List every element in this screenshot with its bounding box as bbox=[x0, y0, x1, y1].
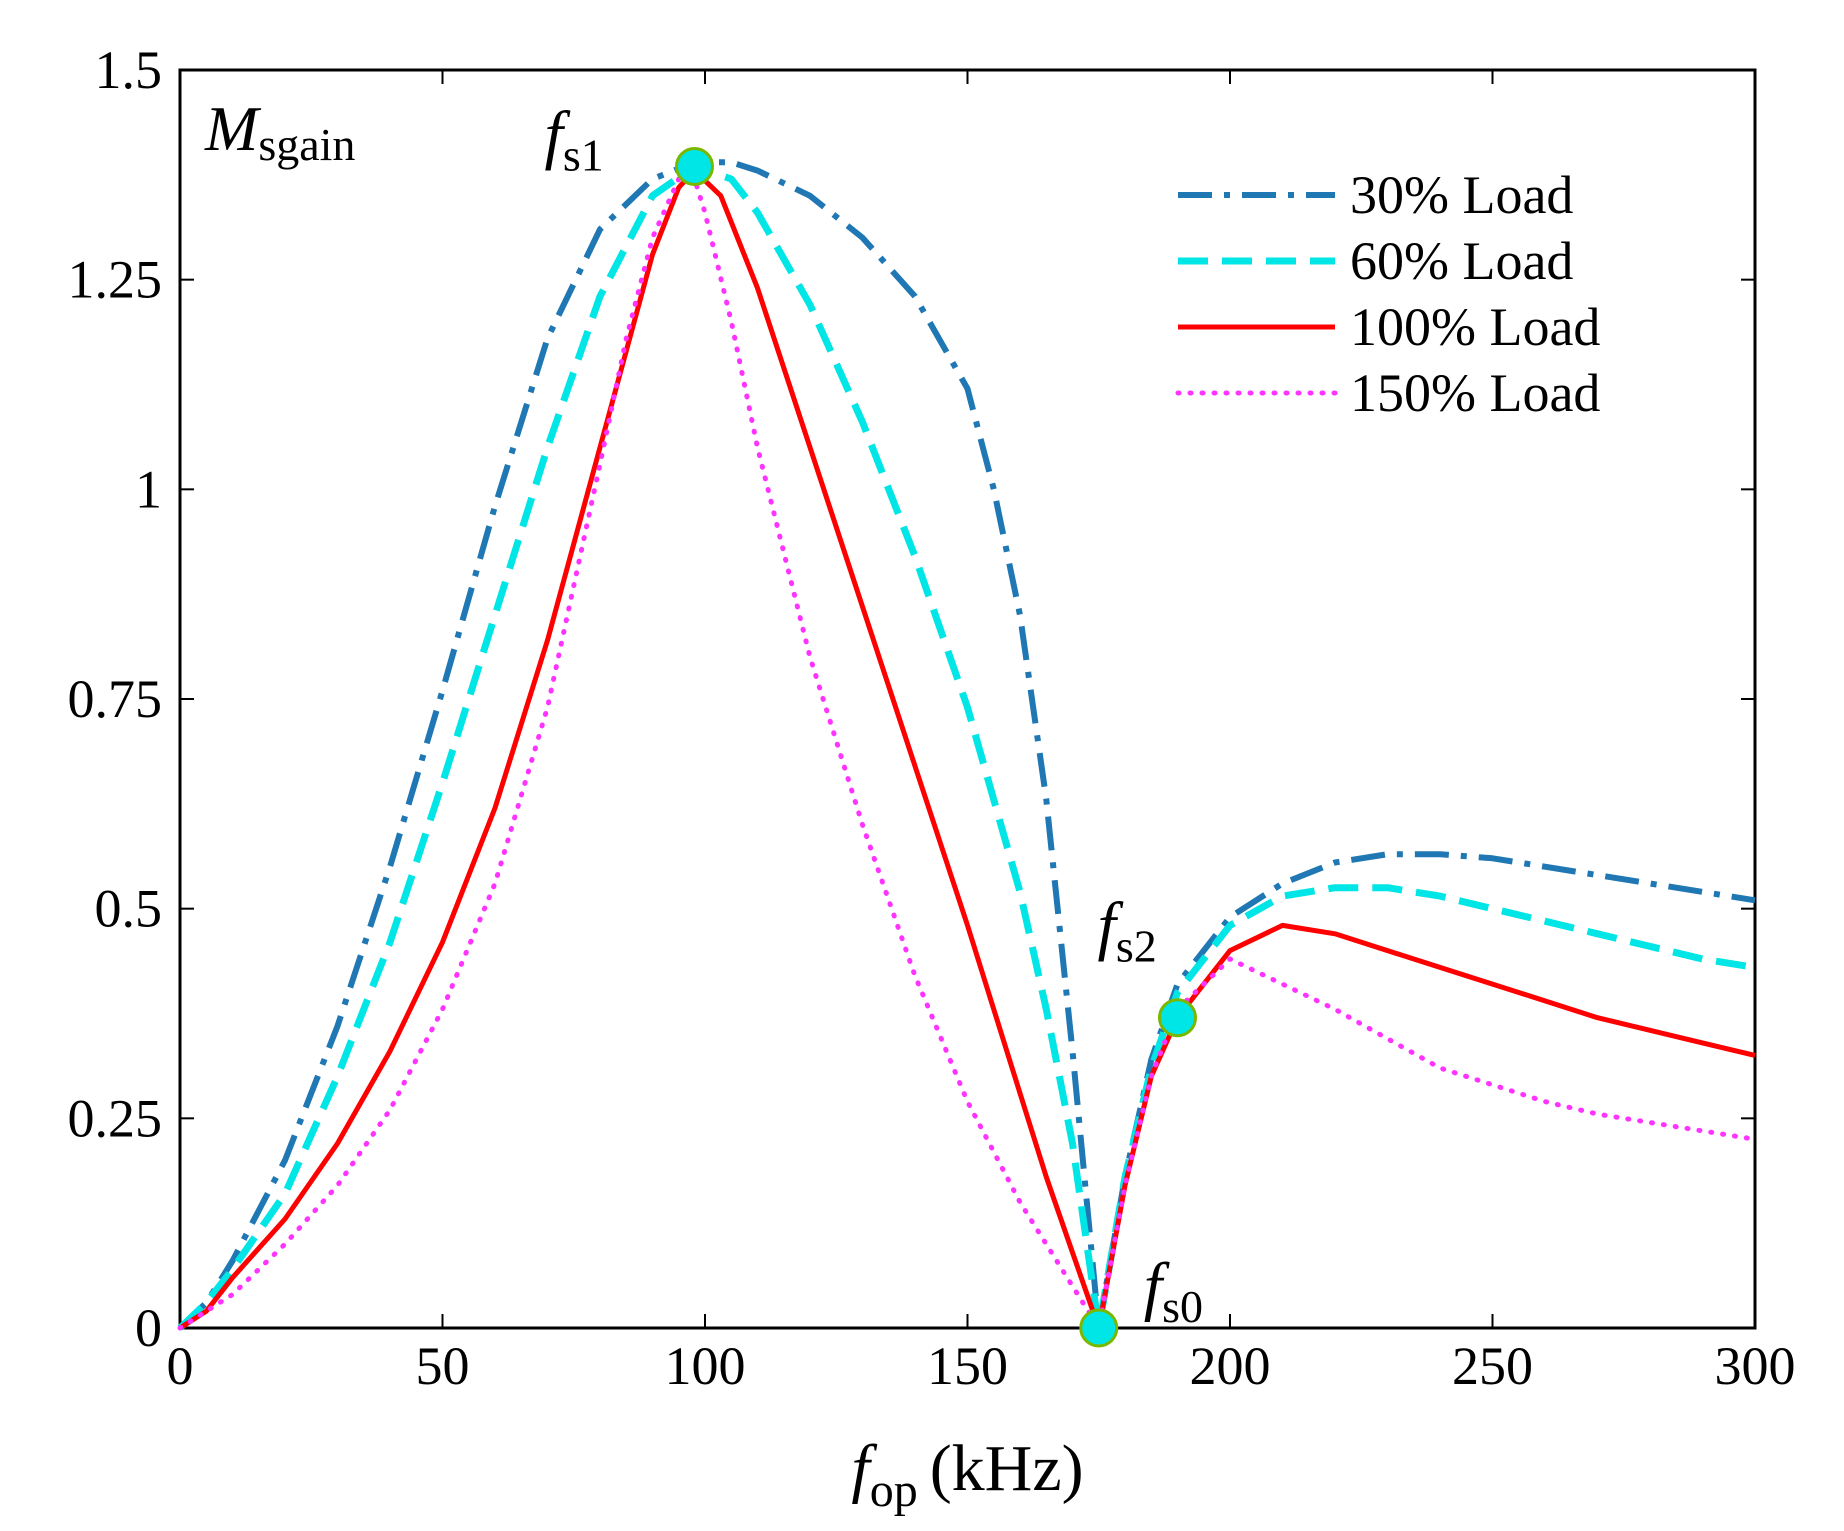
y-tick-label: 0.75 bbox=[68, 669, 163, 729]
annotation-fs0: fs0 bbox=[1144, 1250, 1203, 1332]
series-line-30-load bbox=[177, 159, 1756, 1331]
legend-label: 150% Load bbox=[1350, 363, 1600, 423]
x-tick-label: 50 bbox=[416, 1336, 470, 1396]
x-tick-label: 200 bbox=[1190, 1336, 1271, 1396]
y-tick-label: 0.25 bbox=[68, 1088, 163, 1148]
y-tick-label: 1.25 bbox=[68, 250, 163, 310]
x-tick-label: 0 bbox=[167, 1336, 194, 1396]
x-tick-label: 250 bbox=[1452, 1336, 1533, 1396]
markers bbox=[675, 146, 1197, 1348]
x-tick-label: 300 bbox=[1715, 1336, 1796, 1396]
x-axis-title-unit: (kHz) bbox=[930, 1432, 1084, 1505]
y-ticks: 0 0.25 0.5 0.75 1 1.25 1.5 bbox=[68, 40, 1755, 1358]
annotations: fs1 fs2 fs0 bbox=[545, 98, 1204, 1332]
y-axis-title-main: M bbox=[204, 93, 262, 164]
marker-fs1 bbox=[675, 146, 714, 186]
x-axis-title: fop (kHz) bbox=[851, 1432, 1083, 1517]
x-axis-title-sub: op bbox=[870, 1464, 918, 1517]
legend-label: 60% Load bbox=[1350, 231, 1573, 291]
series-line-60-load bbox=[177, 162, 1756, 1332]
annotation-fs2: fs2 bbox=[1098, 890, 1157, 972]
y-tick-label: 1 bbox=[135, 459, 162, 519]
marker-fs0 bbox=[1079, 1308, 1119, 1348]
y-tick-label: 0.5 bbox=[95, 879, 163, 939]
y-tick-label: 1.5 bbox=[95, 40, 163, 100]
y-axis-title-sub: sgain bbox=[258, 119, 355, 170]
x-tick-label: 150 bbox=[927, 1336, 1008, 1396]
x-ticks: 0 50 100 150 200 250 300 bbox=[167, 70, 1796, 1396]
legend-label: 100% Load bbox=[1350, 297, 1600, 357]
plot-area: 0 50 100 150 200 250 300 00.250.50.7511.251.5 … bbox=[68, 40, 1796, 1396]
y-axis-title: Msgain bbox=[204, 93, 355, 170]
series-lines bbox=[177, 159, 1758, 1332]
y-tick-label: 0 bbox=[135, 1298, 162, 1358]
marker-fs2 bbox=[1158, 998, 1197, 1038]
legend-label: 30% Load bbox=[1350, 165, 1573, 225]
series-line-100-load bbox=[178, 168, 1756, 1331]
x-tick-label: 100 bbox=[665, 1336, 746, 1396]
annotation-fs1: fs1 bbox=[545, 98, 604, 180]
